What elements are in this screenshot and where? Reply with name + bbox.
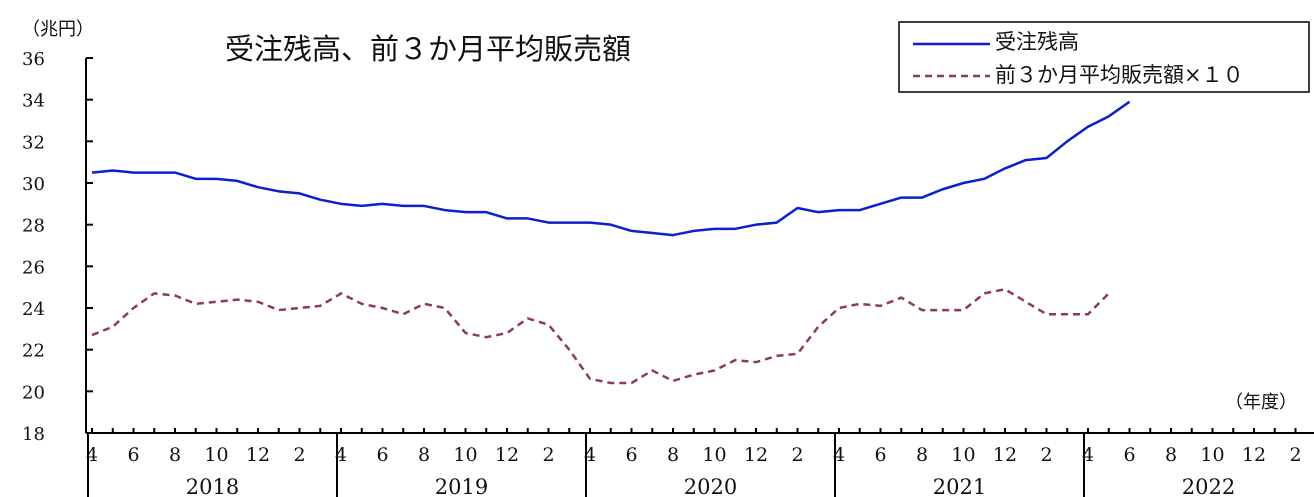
y-tick-label: 20 (22, 382, 45, 403)
month-tick-label: 12 (744, 444, 768, 466)
x-unit-label: （年度） (1225, 392, 1297, 413)
month-tick-label: 4 (584, 444, 596, 466)
month-tick-label: 6 (625, 444, 637, 466)
month-tick-label: 12 (246, 444, 270, 466)
year-label: 2019 (435, 475, 488, 497)
y-tick-label: 30 (22, 174, 45, 195)
year-label: 2018 (186, 475, 239, 497)
month-tick-label: 6 (127, 444, 139, 466)
month-tick-label: 6 (874, 444, 886, 466)
month-tick-label: 4 (86, 444, 98, 466)
month-tick-label: 4 (335, 444, 347, 466)
month-tick-label: 8 (418, 444, 430, 466)
month-tick-label: 2 (791, 444, 803, 466)
month-tick-label: 6 (376, 444, 388, 466)
year-label: 2020 (684, 475, 737, 497)
month-tick-label: 8 (169, 444, 181, 466)
y-tick-label: 28 (22, 216, 45, 237)
y-tick-label: 26 (22, 257, 45, 278)
y-tick-label: 24 (22, 299, 45, 320)
month-tick-label: 2 (1289, 444, 1301, 466)
series-line-order-backlog (91, 100, 1131, 237)
y-ticks: 18 20 22 24 26 28 30 32 34 36 (22, 49, 93, 445)
month-tick-label: 2 (1040, 444, 1052, 466)
series-line-sales (91, 288, 1110, 385)
month-tick-label: 8 (916, 444, 928, 466)
month-tick-label: 10 (204, 444, 228, 466)
month-tick-label: 8 (667, 444, 679, 466)
month-tick-label: 6 (1123, 444, 1135, 466)
y-tick-label: 36 (22, 49, 45, 70)
year-label: 2022 (1182, 475, 1235, 497)
month-tick-label: 2 (542, 444, 554, 466)
month-tick-label: 10 (951, 444, 975, 466)
month-tick-label: 4 (1082, 444, 1094, 466)
month-tick-label: 4 (833, 444, 845, 466)
y-tick-label: 18 (22, 424, 45, 445)
legend-label-sales: 前３か月平均販売額×１０ (995, 63, 1244, 87)
legend-box (898, 21, 1310, 93)
y-tick-label: 34 (22, 91, 45, 112)
month-tick-label: 12 (993, 444, 1017, 466)
month-tick-label: 2 (293, 444, 305, 466)
x-ticks: 4 6 8 10 12 2 2018 4 6 8 10 12 2 2019 4 6 8 10 12 2 2020 4 6 8 1… (86, 428, 1302, 497)
legend-label-order-backlog: 受注残高 (995, 30, 1079, 54)
month-tick-label: 12 (1242, 444, 1266, 466)
y-tick-label: 32 (22, 132, 45, 153)
year-label: 2021 (933, 475, 986, 497)
month-tick-label: 10 (453, 444, 477, 466)
month-tick-label: 8 (1165, 444, 1177, 466)
month-tick-label: 10 (1200, 444, 1224, 466)
month-tick-label: 10 (702, 444, 726, 466)
series-lines (91, 100, 1131, 385)
month-tick-label: 12 (495, 444, 519, 466)
y-tick-label: 22 (22, 341, 45, 362)
chart-title: 受注残高、前３か月平均販売額 (225, 32, 631, 66)
y-unit-label: （兆円） (22, 19, 94, 40)
